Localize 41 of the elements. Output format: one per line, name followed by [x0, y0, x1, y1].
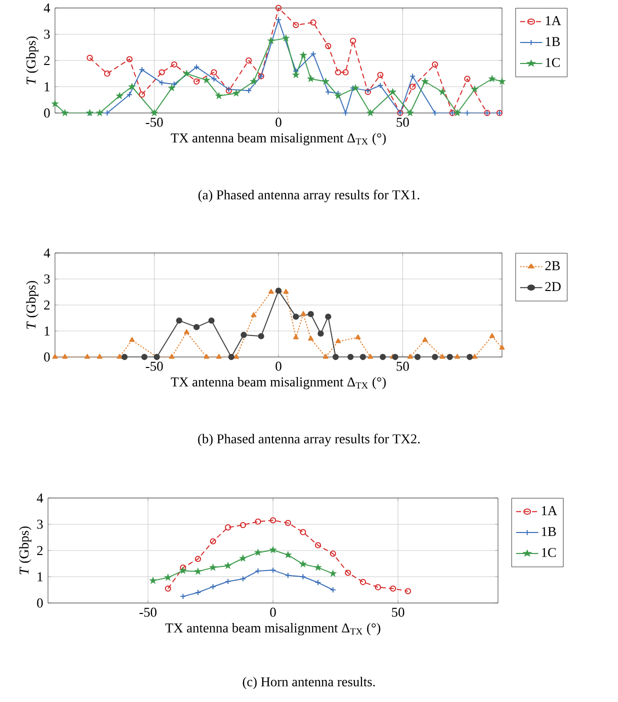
y-tick-label: 3 [37, 520, 43, 529]
text: (b) Phased antenna array results for TX2. [198, 434, 420, 446]
x-tick-label: -50 [140, 608, 156, 617]
y-tick-label: 4 [36, 494, 44, 502]
y-axis-title: T (Gbps) [19, 526, 32, 574]
x-tick-label: 50 [392, 608, 404, 617]
x-tick-label: 0 [276, 362, 282, 371]
x-axis-title: TX antenna beam misalignment Δ$_{TX}$ (°) [165, 623, 380, 636]
legend-label: 1C [546, 58, 560, 68]
legend-label: 2B [545, 261, 560, 270]
text: (c) Horn antenna results. [242, 676, 375, 690]
x-tick-label: 0 [270, 608, 276, 617]
y-tick-label: 1 [38, 572, 42, 582]
y-tick-label: 1 [44, 82, 50, 92]
y-tick-label: 3 [44, 274, 50, 284]
y-tick-label: 3 [44, 30, 50, 39]
legend-label: 1B [542, 527, 556, 536]
y-tick-label: 0 [44, 352, 50, 362]
x-tick-label: -50 [146, 118, 163, 127]
y-tick-label: 4 [44, 4, 50, 12]
legend-label: 1B [546, 37, 560, 46]
y-tick-label: 2 [44, 56, 50, 65]
legend-label: 1A [546, 16, 562, 26]
y-tick-label: 0 [37, 598, 43, 608]
x-tick-label: -50 [146, 362, 163, 371]
x-tick-label: 50 [396, 118, 409, 127]
legend-label: 2D [545, 282, 561, 292]
x-tick-label: 0 [276, 118, 282, 127]
y-tick-label: 2 [37, 546, 43, 555]
x-axis-title: TX antenna beam misalignment Δ$_{TX}$ (°) [170, 377, 386, 390]
y-tick-label: 1 [44, 326, 50, 336]
y-axis-title: T (Gbps) [26, 36, 38, 84]
y-tick-label: 0 [44, 108, 50, 118]
legend-label: 1C [542, 548, 556, 558]
legend-label: 1A [542, 506, 558, 516]
x-axis-title: TX antenna beam misalignment Δ$_{TX}$ (°) [170, 133, 386, 146]
y-tick-label: 4 [44, 248, 50, 258]
y-tick-label: 2 [44, 300, 50, 310]
x-tick-label: 50 [396, 362, 409, 371]
y-axis-title: T (Gbps) [26, 281, 38, 329]
text: (a) Phased antenna array results for TX1. [198, 190, 420, 202]
